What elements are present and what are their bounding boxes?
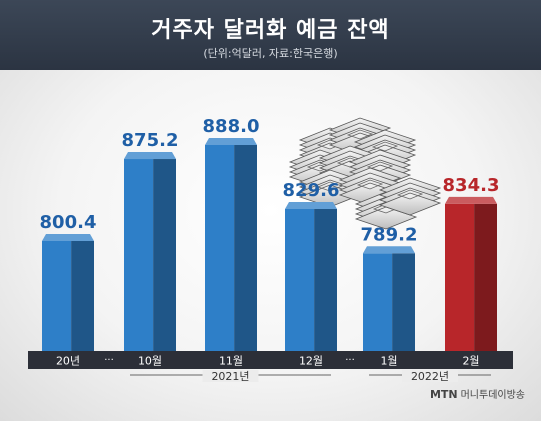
bar-1월: 789.2 bbox=[361, 224, 418, 351]
value-label: 888.0 bbox=[203, 116, 260, 137]
x-ellipsis: ··· bbox=[345, 355, 355, 366]
bar-2월: 834.3 bbox=[443, 175, 500, 351]
value-label: 800.4 bbox=[40, 212, 97, 233]
bar-top-face bbox=[363, 246, 415, 254]
bar-front-face bbox=[363, 253, 393, 351]
bar-side-face bbox=[392, 253, 415, 351]
bar-top-face bbox=[42, 233, 94, 241]
source-brand: MTN bbox=[429, 388, 458, 401]
bar-side-face bbox=[234, 145, 257, 351]
year-group-gap bbox=[402, 370, 458, 382]
year-group-gap bbox=[202, 370, 259, 382]
bar-20년: 800.4 bbox=[40, 212, 97, 351]
bar-side-face bbox=[314, 208, 337, 351]
year-group: 2022년 bbox=[369, 370, 491, 383]
bar-12월: 829.6 bbox=[283, 180, 340, 351]
value-label: 875.2 bbox=[122, 130, 179, 151]
bar-11월: 888.0 bbox=[203, 116, 260, 351]
value-label: 789.2 bbox=[361, 224, 418, 245]
value-label: 834.3 bbox=[443, 175, 500, 196]
year-group-label: 2022년 bbox=[411, 370, 449, 383]
money-stack-icon bbox=[288, 117, 442, 230]
bar-top-face bbox=[124, 152, 176, 160]
bar-top-face bbox=[445, 196, 497, 204]
x-ellipsis: ··· bbox=[104, 355, 114, 366]
bar-front-face bbox=[205, 145, 235, 351]
chart-subtitle: (단위:억달러, 자료:한국은행) bbox=[203, 47, 338, 60]
bar-front-face bbox=[124, 159, 154, 351]
bar-front-face bbox=[445, 203, 475, 351]
year-group-label: 2021년 bbox=[211, 370, 249, 383]
year-group: 2021년 bbox=[130, 370, 331, 383]
bar-top-face bbox=[285, 201, 337, 209]
bar-side-face bbox=[474, 203, 497, 351]
value-label: 829.6 bbox=[283, 180, 340, 201]
bar-10월: 875.2 bbox=[122, 130, 179, 351]
bar-side-face bbox=[153, 159, 176, 351]
bar-front-face bbox=[42, 240, 72, 351]
x-tick-label: 10월 bbox=[138, 355, 162, 368]
x-tick-label: 11월 bbox=[219, 355, 243, 368]
source-name: 머니투데이방송 bbox=[460, 390, 525, 401]
money-bundle bbox=[378, 177, 442, 216]
x-tick-label: 1월 bbox=[380, 355, 397, 368]
bar-front-face bbox=[285, 208, 315, 351]
header-banner: 거주자 달러화 예금 잔액 (단위:억달러, 자료:한국은행) bbox=[0, 0, 541, 70]
x-axis-band bbox=[28, 351, 513, 369]
bar-top-face bbox=[205, 138, 257, 145]
bar-side-face bbox=[71, 240, 94, 351]
x-tick-label: 2월 bbox=[462, 355, 479, 368]
source-credit: MTN 머니투데이방송 bbox=[430, 386, 525, 401]
x-tick-label: 12월 bbox=[299, 355, 323, 368]
money-bundle bbox=[338, 167, 402, 206]
chart-title: 거주자 달러화 예금 잔액 bbox=[151, 18, 390, 43]
x-tick-label: 20년 bbox=[56, 355, 80, 368]
